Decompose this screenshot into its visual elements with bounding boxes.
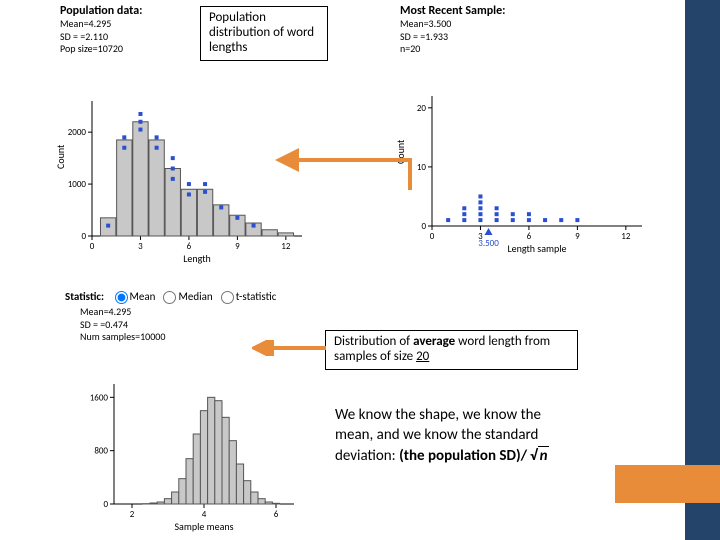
svg-text:4: 4	[202, 509, 207, 520]
svg-text:9: 9	[575, 231, 580, 242]
svg-text:0: 0	[81, 231, 86, 242]
t: average	[413, 334, 455, 349]
t: n	[538, 446, 550, 465]
population-panel: Population data: Mean=4.295SD = =2.110Po…	[60, 4, 335, 281]
svg-text:2: 2	[130, 509, 135, 520]
sample-panel: Most Recent Sample: Mean=3.500SD = =1.93…	[400, 4, 680, 271]
svg-text:1000: 1000	[68, 179, 87, 190]
statistic-label: Statistic:	[65, 290, 104, 303]
t: Distribution of	[334, 334, 413, 349]
svg-text:3: 3	[138, 241, 143, 252]
t: mean, and we know the standard	[335, 425, 675, 445]
side-accent-orange	[615, 465, 720, 503]
radio-label: t-statistic	[236, 290, 277, 303]
dist-chart: 2 4 6 0 800 1600 Sample means	[80, 344, 330, 540]
radio-label: Median	[178, 290, 212, 303]
samp-chart: 03691201020Length sample3.500	[400, 56, 670, 266]
t: (the population SD)/	[399, 447, 527, 465]
radio-mean[interactable]	[115, 291, 128, 304]
svg-text:6: 6	[187, 241, 192, 252]
pop-chart: 0 3 6 9 12 0 1000 2000 Length	[60, 56, 330, 276]
svg-text:0: 0	[103, 499, 108, 510]
svg-text:12: 12	[281, 241, 291, 252]
dist-stats: Mean=4.295SD = =0.474Num samples=10000	[80, 306, 340, 344]
t: deviation:	[335, 447, 399, 465]
svg-text:0: 0	[421, 221, 426, 232]
radio-t-statistic[interactable]	[221, 291, 234, 304]
svg-text:1600: 1600	[90, 392, 109, 403]
radio-label: Mean	[130, 290, 156, 303]
svg-text:Length: Length	[183, 252, 211, 265]
svg-text:3.500: 3.500	[478, 238, 499, 249]
svg-text:0: 0	[430, 231, 435, 242]
side-accent-blue	[685, 0, 720, 540]
svg-text:20: 20	[417, 102, 427, 113]
svg-text:12: 12	[621, 231, 631, 242]
samp-title: Most Recent Sample:	[400, 4, 680, 18]
svg-text:9: 9	[235, 241, 240, 252]
svg-text:6: 6	[274, 509, 279, 520]
pop-title: Population data:	[60, 4, 335, 18]
svg-text:10: 10	[417, 161, 427, 172]
dist-panel: Mean=4.295SD = =0.474Num samples=10000 2…	[80, 306, 340, 540]
formula-text: We know the shape, we know the mean, and…	[335, 405, 675, 466]
pop-stats: Mean=4.295SD = =2.110Pop size=10720	[60, 18, 335, 56]
statistic-selector: Statistic: Mean Median t-statistic	[65, 290, 276, 304]
svg-text:2000: 2000	[68, 127, 87, 138]
t: 20	[416, 349, 429, 364]
radio-median[interactable]	[163, 291, 176, 304]
svg-text:0: 0	[90, 241, 95, 252]
t: We know the shape, we know the	[335, 405, 675, 425]
samp-stats: Mean=3.500SD = =1.933n=20	[400, 18, 680, 56]
svg-text:6: 6	[527, 231, 532, 242]
sampdist-label-box: Distribution of average word length from…	[325, 330, 578, 370]
svg-text:Sample means: Sample means	[174, 520, 233, 533]
svg-text:Length sample: Length sample	[507, 242, 566, 255]
svg-text:800: 800	[94, 445, 108, 456]
